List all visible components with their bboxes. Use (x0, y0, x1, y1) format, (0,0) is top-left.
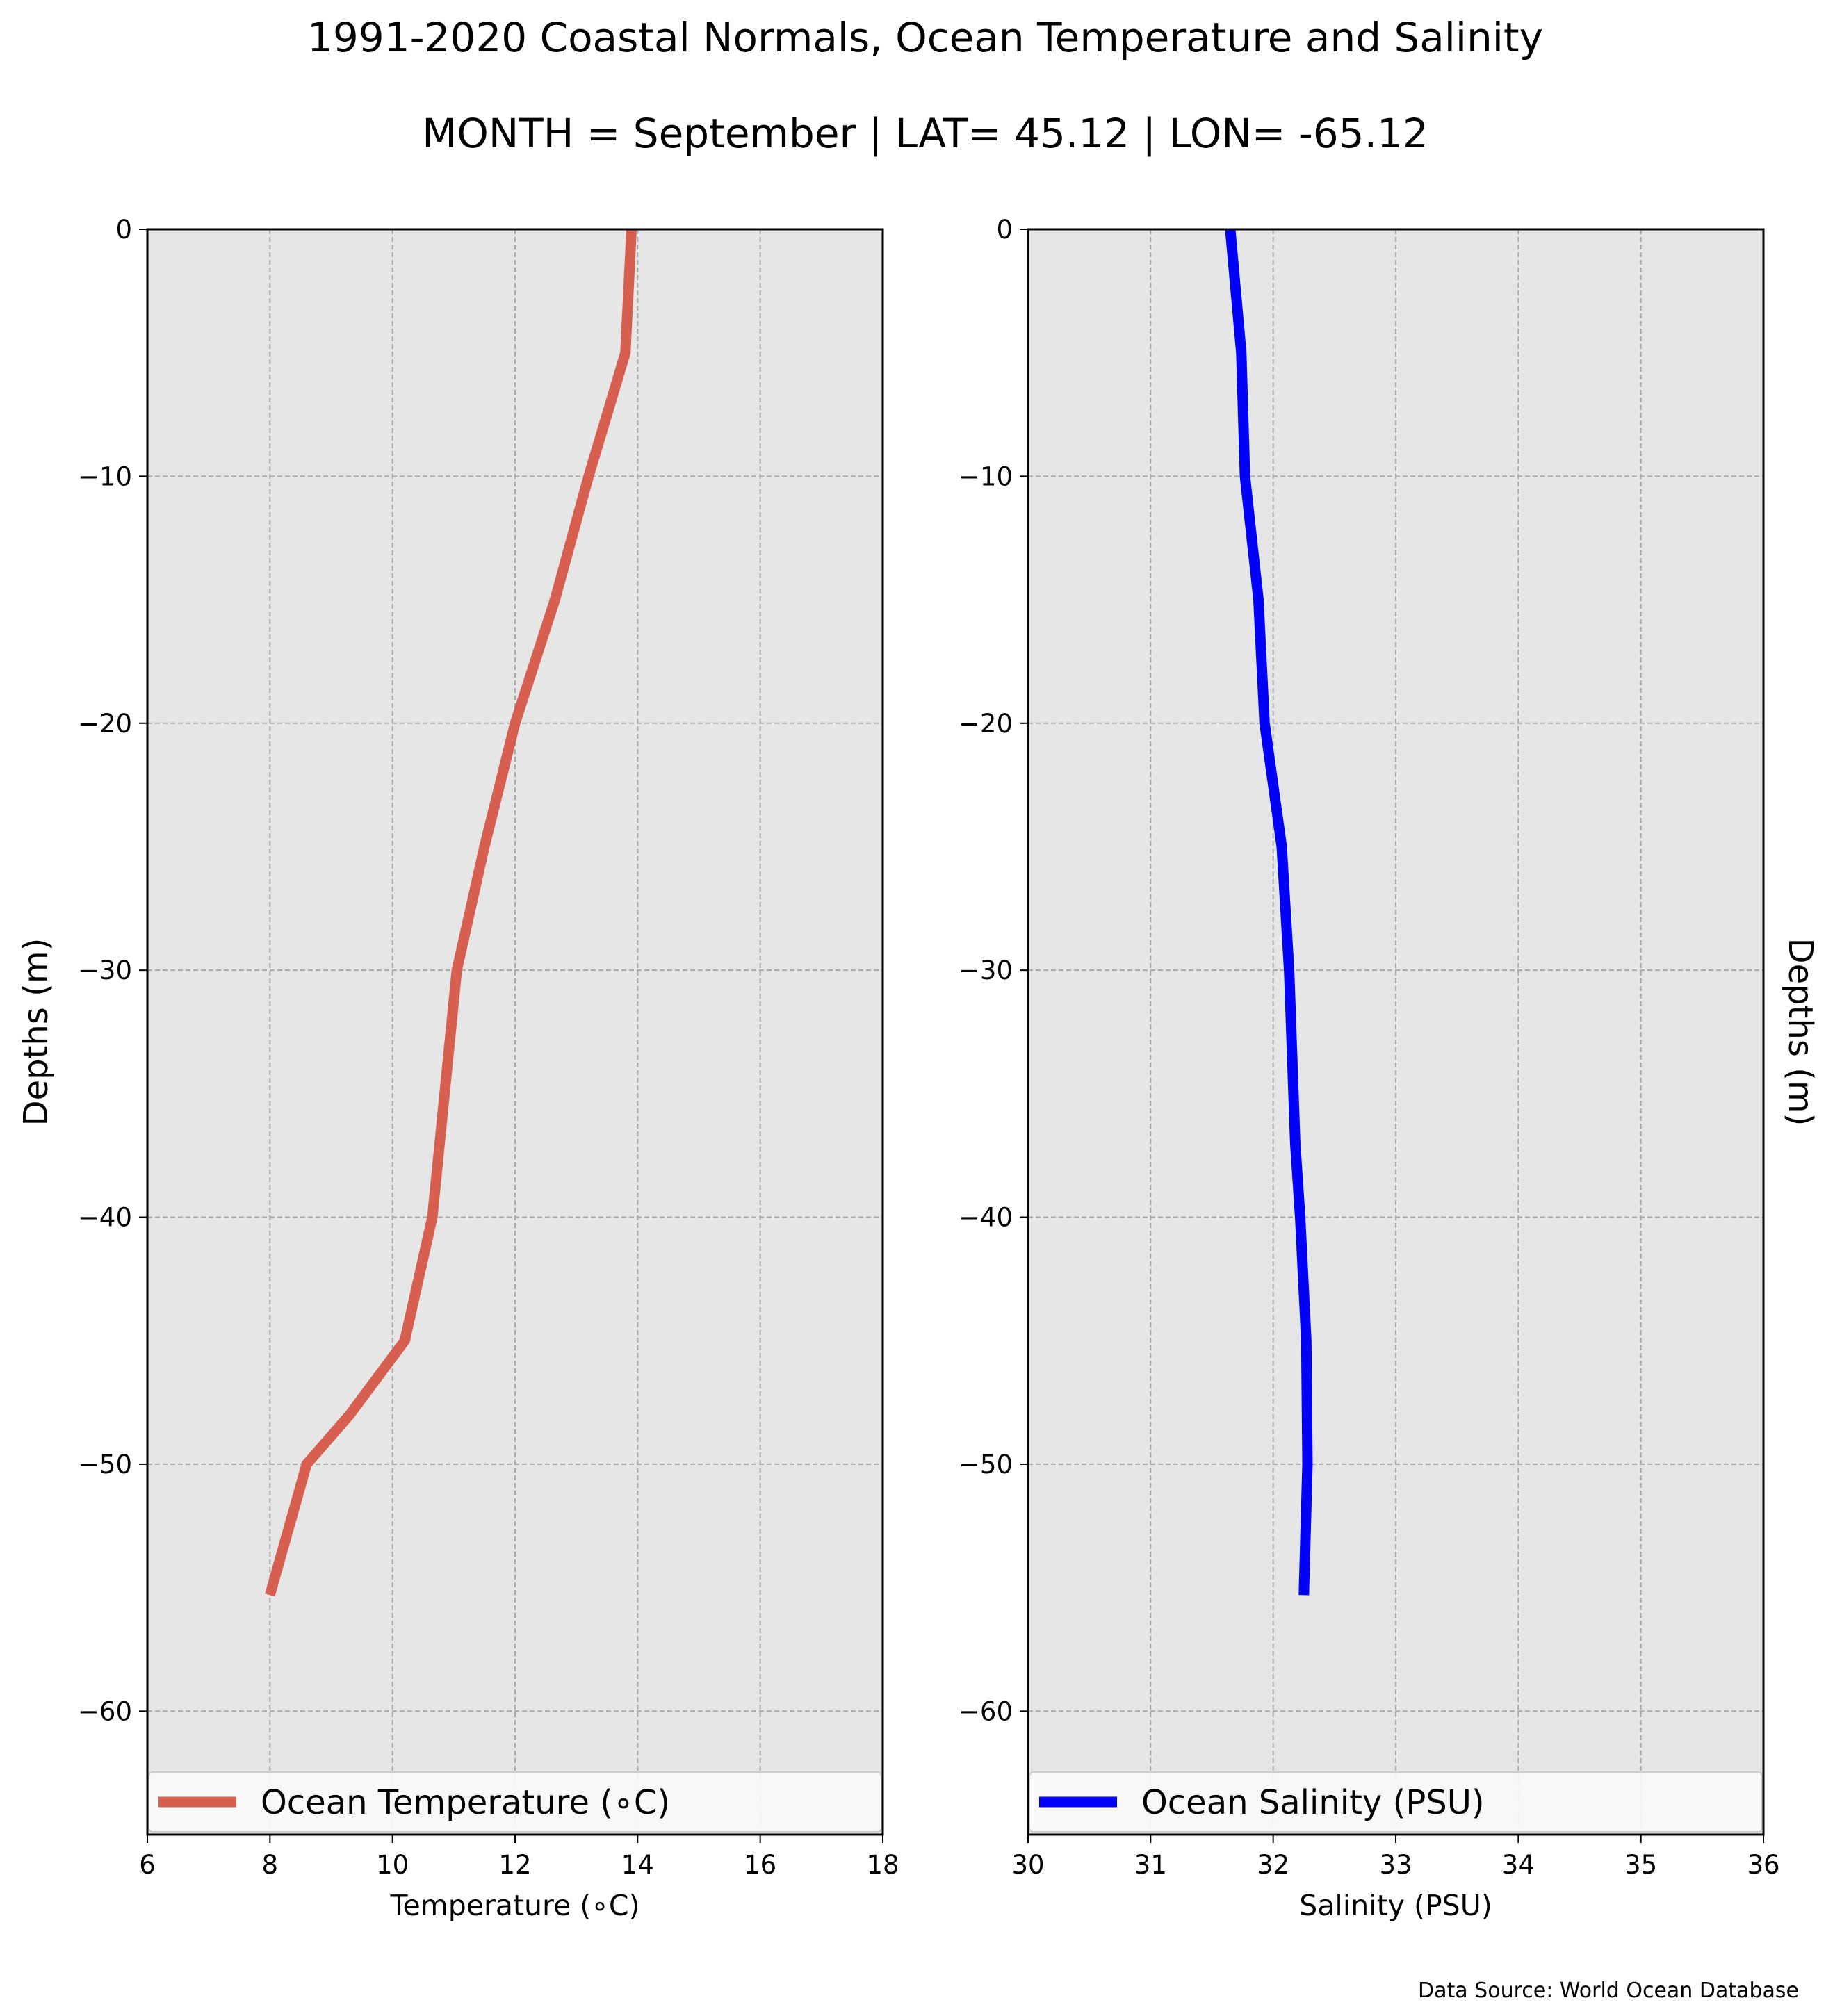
x-tick-label: 12 (498, 1850, 531, 1880)
x-tick-label: 10 (376, 1850, 409, 1880)
salinity-panel: Ocean Salinity (PSU) 30 31 32 33 34 35 36 0 −10 −2… (959, 215, 1820, 1922)
x-tick-label: 35 (1624, 1850, 1657, 1880)
figure-title: 1991-2020 Coastal Normals, Ocean Tempera… (307, 14, 1543, 61)
x-axis-title: Temperature (∘C) (389, 1889, 639, 1922)
series-line (265, 229, 637, 1597)
y-tick-label: 0 (996, 215, 1013, 245)
y-tick-label: −30 (78, 956, 132, 985)
x-tick-label: 6 (139, 1850, 156, 1880)
y-tick-label: −60 (959, 1696, 1013, 1726)
y-tick-label: −60 (78, 1696, 132, 1726)
y-axis-title: Depths (m) (1781, 938, 1820, 1126)
legend-box (1029, 1771, 1763, 1833)
x-tick-label: 16 (744, 1850, 776, 1880)
x-tick-label: 18 (866, 1850, 899, 1880)
x-tick-label: 36 (1747, 1850, 1779, 1880)
y-tick-label: −50 (78, 1450, 132, 1480)
legend-label: Ocean Salinity (PSU) (1141, 1783, 1485, 1822)
y-tick-label: −30 (959, 956, 1013, 985)
x-tick-label: 32 (1257, 1850, 1289, 1880)
y-tick-label: 0 (115, 215, 132, 245)
y-tick-label: −20 (78, 709, 132, 739)
y-tick-label: −10 (959, 461, 1013, 491)
y-tick-label: −10 (78, 461, 132, 491)
y-tick-label: −40 (959, 1203, 1013, 1233)
x-tick-label: 33 (1379, 1850, 1412, 1880)
x-tick-label: 31 (1134, 1850, 1167, 1880)
y-tick-label: −40 (78, 1203, 132, 1233)
x-tick-label: 8 (262, 1850, 279, 1880)
y-tick-label: −50 (959, 1450, 1013, 1480)
y-tick-label: −20 (959, 709, 1013, 739)
x-axis-title: Salinity (PSU) (1299, 1889, 1492, 1922)
series-line (1225, 229, 1313, 1596)
x-tick-label: 14 (621, 1850, 654, 1880)
legend-label: Ocean Temperature (∘C) (261, 1783, 670, 1822)
y-axis-title: Depths (m) (17, 938, 56, 1126)
figure-subtitle: MONTH = September | LAT= 45.12 | LON= -6… (422, 110, 1428, 157)
legend-box (148, 1771, 882, 1833)
data-source-note: Data Source: World Ocean Database (1418, 1978, 1799, 2003)
temperature-panel: Ocean Temperature (∘C) 6 8 10 12 14 16 18 0 −10 −2… (17, 215, 899, 1922)
x-tick-label: 30 (1011, 1850, 1044, 1880)
x-tick-label: 34 (1502, 1850, 1535, 1880)
